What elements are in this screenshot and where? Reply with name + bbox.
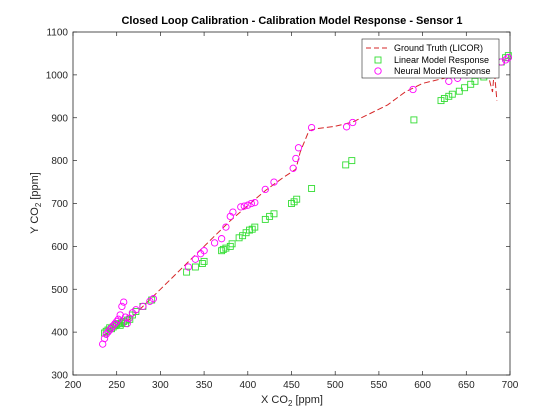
y-tick-label: 500 bbox=[51, 285, 68, 296]
y-tick-label: 600 bbox=[51, 242, 68, 253]
x-tick-label: 700 bbox=[502, 380, 519, 391]
x-tick-label: 400 bbox=[239, 380, 256, 391]
x-tick-label: 250 bbox=[108, 380, 125, 391]
x-tick-label: 550 bbox=[371, 380, 388, 391]
x-tick-label: 600 bbox=[414, 380, 431, 391]
y-tick-label: 400 bbox=[51, 328, 68, 339]
y-tick-label: 700 bbox=[51, 199, 68, 210]
legend: Ground Truth (LICOR) Linear Model Respon… bbox=[362, 39, 499, 78]
legend-ground-truth-label: Ground Truth (LICOR) bbox=[394, 43, 483, 53]
x-axis-title-unit: [ppm] bbox=[292, 394, 323, 406]
x-tick-label: 200 bbox=[65, 380, 82, 391]
legend-linear-label: Linear Model Response bbox=[394, 55, 489, 65]
x-axis-title-main: X CO bbox=[261, 394, 288, 406]
x-tick-label: 350 bbox=[196, 380, 213, 391]
x-tick-label: 300 bbox=[152, 380, 169, 391]
x-tick-label: 450 bbox=[283, 380, 300, 391]
x-tick-label: 650 bbox=[458, 380, 475, 391]
y-axis-title-main: Y CO bbox=[29, 207, 41, 234]
y-axis-title-unit: [ppm] bbox=[29, 172, 41, 203]
x-tick-label: 500 bbox=[327, 380, 344, 391]
y-tick-label: 1100 bbox=[46, 28, 68, 39]
y-tick-label: 300 bbox=[51, 371, 68, 382]
y-axis-title: Y CO2 [ppm] bbox=[29, 172, 43, 234]
y-tick-label: 900 bbox=[51, 113, 68, 124]
x-axis-title: X CO2 [ppm] bbox=[261, 394, 323, 408]
legend-neural-label: Neural Model Response bbox=[394, 66, 491, 76]
chart-title: Closed Loop Calibration - Calibration Mo… bbox=[121, 15, 462, 27]
y-tick-label: 1000 bbox=[46, 70, 69, 81]
y-tick-label: 800 bbox=[51, 156, 68, 167]
